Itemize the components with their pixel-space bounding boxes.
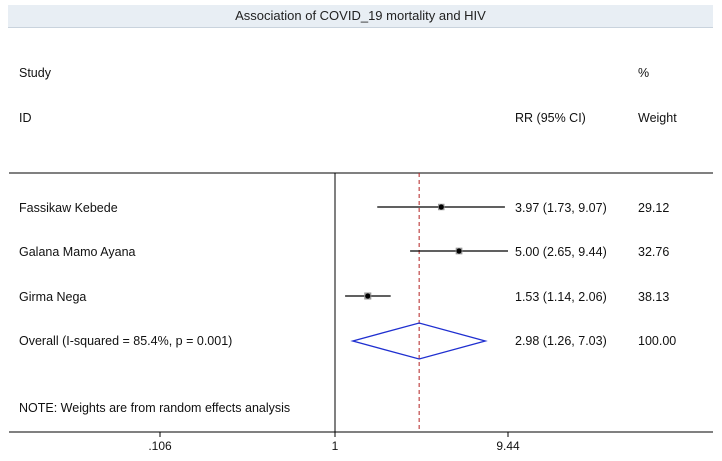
- axis-layer: .106 1 9.44: [9, 173, 713, 453]
- footnote: NOTE: Weights are from random effects an…: [19, 401, 290, 415]
- study-point-estimate: [365, 293, 371, 299]
- overall-diamond: [350, 322, 488, 360]
- overall-label: Overall (I-squared = 85.4%, p = 0.001): [19, 334, 232, 348]
- header-study: Study: [19, 66, 52, 80]
- header-id: ID: [19, 111, 32, 125]
- study-row: Galana Mamo Ayana 5.00 (2.65, 9.44) 32.7…: [19, 245, 669, 259]
- study-point-estimate: [438, 204, 444, 210]
- study-weight: 38.13: [638, 290, 669, 304]
- x-tick-label: 1: [332, 439, 339, 453]
- chart-title: Association of COVID_19 mortality and HI…: [8, 5, 713, 28]
- study-name: Girma Nega: [19, 290, 86, 304]
- x-tick-label: .106: [148, 439, 172, 453]
- study-ci-text: 5.00 (2.65, 9.44): [515, 245, 607, 259]
- overall-weight: 100.00: [638, 334, 676, 348]
- study-ci-text: 3.97 (1.73, 9.07): [515, 201, 607, 215]
- overall-ci-text: 2.98 (1.26, 7.03): [515, 334, 607, 348]
- header-weight-percent: %: [638, 66, 649, 80]
- study-point-estimate: [456, 248, 462, 254]
- header-weight: Weight: [638, 111, 677, 125]
- x-tick-label: 9.44: [496, 439, 520, 453]
- study-name: Galana Mamo Ayana: [19, 245, 136, 259]
- overall-row: Overall (I-squared = 85.4%, p = 0.001) 2…: [19, 322, 676, 360]
- study-row: Fassikaw Kebede 3.97 (1.73, 9.07) 29.12: [19, 201, 669, 215]
- study-name: Fassikaw Kebede: [19, 201, 118, 215]
- study-row: Girma Nega 1.53 (1.14, 2.06) 38.13: [19, 290, 669, 304]
- study-weight: 32.76: [638, 245, 669, 259]
- study-ci-text: 1.53 (1.14, 2.06): [515, 290, 607, 304]
- study-weight: 29.12: [638, 201, 669, 215]
- header-effect: RR (95% CI): [515, 111, 586, 125]
